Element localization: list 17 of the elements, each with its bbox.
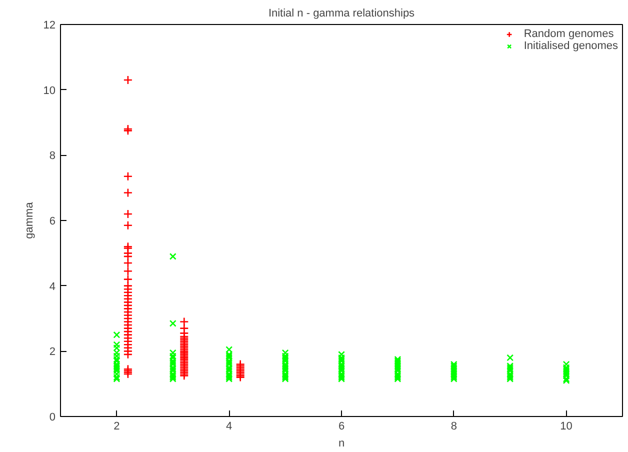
y-tick-label: 4 xyxy=(49,280,56,293)
legend-label: Initialised genomes xyxy=(524,40,618,52)
y-tick-label: 12 xyxy=(43,20,56,32)
y-tick-label: 6 xyxy=(49,216,56,228)
chart-title: Initial n - gamma relationships xyxy=(268,8,416,20)
y-tick-label: 2 xyxy=(49,346,56,358)
x-tick-label: 2 xyxy=(114,420,120,432)
legend-label: Random genomes xyxy=(524,28,614,40)
y-tick-label: 8 xyxy=(49,150,56,162)
x-tick-label: 10 xyxy=(560,420,572,432)
x-tick-label: 4 xyxy=(226,420,232,432)
x-axis-title: n xyxy=(338,438,345,450)
y-tick-label: 10 xyxy=(43,84,56,97)
x-tick-label: 6 xyxy=(338,420,345,432)
x-tick-label: 8 xyxy=(450,420,457,432)
y-tick-label: 0 xyxy=(49,412,56,424)
y-axis-title: gamma xyxy=(23,201,36,239)
